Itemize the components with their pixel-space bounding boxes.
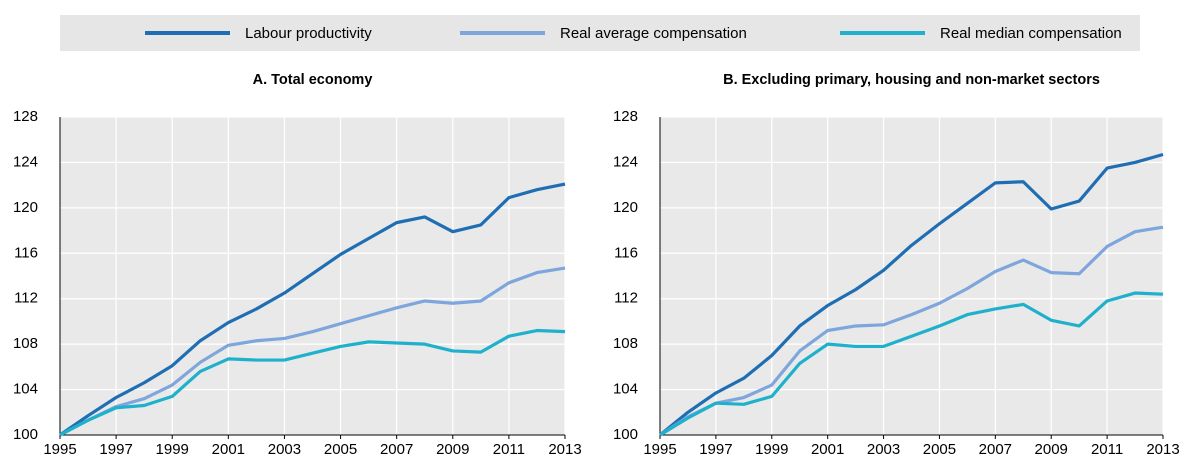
y-tick-label: 124 <box>613 153 638 170</box>
y-tick-label: 120 <box>13 199 38 216</box>
x-tick-label: 2005 <box>324 441 357 458</box>
y-tick-label: 100 <box>13 426 38 443</box>
plot-background <box>660 117 1163 435</box>
y-tick-label: 108 <box>613 335 638 352</box>
y-tick-label: 108 <box>13 335 38 352</box>
y-tick-label: 104 <box>13 381 38 398</box>
y-tick-label: 120 <box>613 199 638 216</box>
y-tick-label: 124 <box>13 153 38 170</box>
x-tick-label: 2011 <box>493 441 525 458</box>
x-tick-label: 1995 <box>43 441 76 458</box>
x-tick-label: 2001 <box>212 441 245 458</box>
x-tick-label: 2009 <box>436 441 469 458</box>
y-tick-label: 128 <box>13 108 38 125</box>
y-tick-label: 100 <box>613 426 638 443</box>
x-tick-label: 1997 <box>699 441 732 458</box>
series-line <box>659 291 1164 437</box>
series-line <box>658 152 1164 437</box>
legend-label: Real median compensation <box>940 25 1122 42</box>
series-line <box>59 182 566 437</box>
series-line <box>659 225 1164 437</box>
x-tick-label: 2003 <box>268 441 301 458</box>
legend-background <box>60 15 1140 51</box>
series-line <box>59 328 566 437</box>
chart-title: B. Excluding primary, housing and non-ma… <box>723 72 1100 88</box>
series-line <box>59 266 566 437</box>
y-tick-label: 104 <box>613 381 638 398</box>
x-tick-label: 2013 <box>548 441 581 458</box>
legend-label: Real average compensation <box>560 25 747 42</box>
y-tick-label: 116 <box>14 244 38 261</box>
x-tick-label: 2013 <box>1146 441 1179 458</box>
x-tick-label: 2007 <box>380 441 413 458</box>
y-tick-label: 116 <box>614 244 638 261</box>
x-tick-label: 2011 <box>1091 441 1123 458</box>
x-tick-label: 2009 <box>1035 441 1068 458</box>
chart-title: A. Total economy <box>253 72 373 88</box>
y-tick-label: 112 <box>14 290 38 307</box>
y-tick-label: 128 <box>613 108 638 125</box>
x-tick-label: 2003 <box>867 441 900 458</box>
x-tick-label: 1999 <box>755 441 788 458</box>
y-tick-label: 112 <box>614 290 638 307</box>
x-tick-label: 1995 <box>643 441 676 458</box>
x-tick-label: 1999 <box>156 441 189 458</box>
x-tick-label: 2005 <box>923 441 956 458</box>
x-tick-label: 2001 <box>811 441 844 458</box>
x-tick-label: 1997 <box>99 441 132 458</box>
legend-label: Labour productivity <box>245 25 372 42</box>
x-tick-label: 2007 <box>979 441 1012 458</box>
